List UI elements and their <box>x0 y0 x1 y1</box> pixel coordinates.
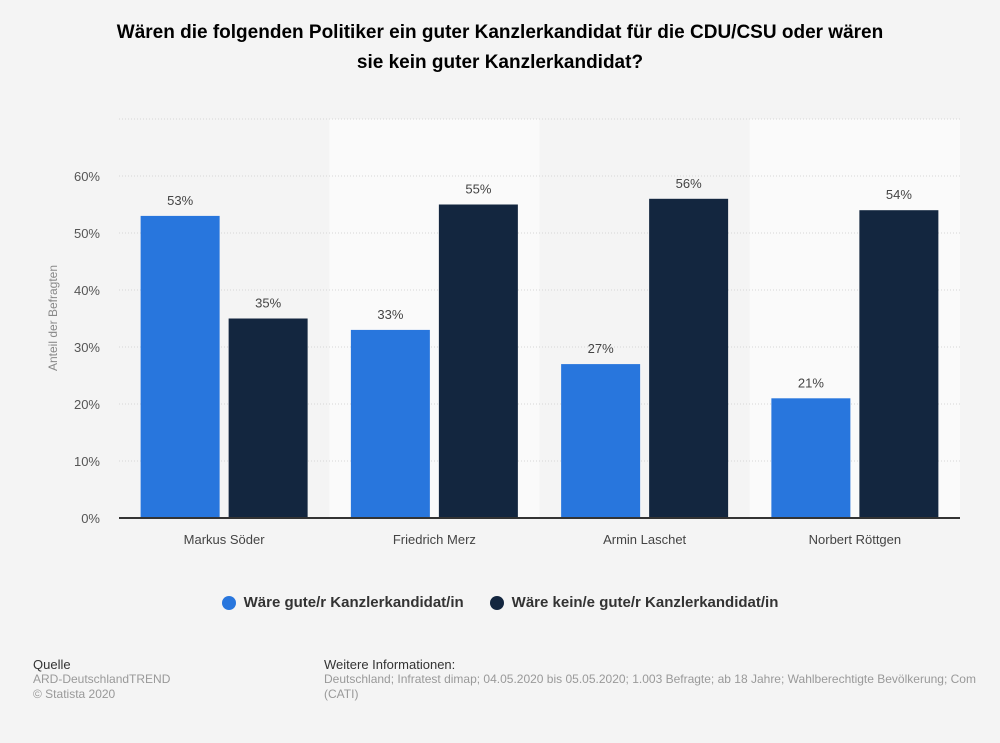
data-label: 33% <box>377 307 403 322</box>
data-label: 21% <box>798 375 824 390</box>
bar-chart: 0% 10% 20% 30% 40% 50% 60% Anteil der Befragten… <box>46 118 960 547</box>
y-tick-label: 0% <box>81 511 100 526</box>
legend: Wäre gute/r Kanzlerkandidat/in Wäre kein… <box>0 594 1000 611</box>
y-tick-label: 10% <box>74 454 100 469</box>
bar-good <box>561 364 641 518</box>
source-text: ARD-DeutschlandTREND <box>33 672 171 686</box>
data-label: 27% <box>588 341 614 356</box>
x-tick-label: Markus Söder <box>184 532 266 547</box>
y-axis-label: Anteil der Befragten <box>46 265 60 371</box>
source-heading: Quelle <box>33 657 71 672</box>
bar-not-good <box>228 318 308 518</box>
bar-good <box>350 329 430 518</box>
bar-not-good <box>438 204 518 518</box>
title-line-1: Wären die folgenden Politiker ein guter … <box>116 22 884 43</box>
y-tick-label: 40% <box>74 283 100 298</box>
x-tick-label: Friedrich Merz <box>393 532 476 547</box>
chart-title: Wären die folgenden Politiker ein guter … <box>60 18 940 78</box>
legend-label-good: Wäre gute/r Kanzlerkandidat/in <box>243 594 464 611</box>
bar-good <box>140 215 220 518</box>
y-tick-label: 20% <box>74 397 100 412</box>
info-heading: Weitere Informationen: <box>324 657 456 672</box>
data-label: 56% <box>676 176 702 191</box>
data-label: 54% <box>886 187 912 202</box>
legend-item-good[interactable]: Wäre gute/r Kanzlerkandidat/in <box>221 594 464 611</box>
bar-good <box>771 398 851 518</box>
data-label: 35% <box>255 296 281 311</box>
info-text-line-1: Deutschland; Infratest dimap; 04.05.2020… <box>324 672 976 686</box>
data-label: 53% <box>167 193 193 208</box>
y-tick-label: 30% <box>74 340 100 355</box>
x-tick-label: Norbert Röttgen <box>809 532 902 547</box>
legend-label-not-good: Wäre kein/e gute/r Kanzlerkandidat/in <box>511 594 779 611</box>
copyright-text: © Statista 2020 <box>33 687 116 701</box>
y-tick-label: 50% <box>74 226 100 241</box>
bar-not-good <box>859 210 939 518</box>
data-label: 55% <box>465 182 491 197</box>
legend-marker-good <box>221 595 236 610</box>
legend-marker-not-good <box>489 595 504 610</box>
bar-not-good <box>649 198 729 519</box>
legend-item-not-good[interactable]: Wäre kein/e gute/r Kanzlerkandidat/in <box>489 594 779 611</box>
source-block: Quelle ARD-DeutschlandTREND © Statista 2… <box>33 657 170 702</box>
info-block: Weitere Informationen: Deutschland; Infr… <box>324 657 976 702</box>
x-tick-label: Armin Laschet <box>603 532 686 547</box>
y-tick-label: 60% <box>74 169 100 184</box>
title-line-2: sie kein guter Kanzlerkandidat? <box>356 52 644 73</box>
info-text-line-2: (CATI) <box>324 687 359 701</box>
